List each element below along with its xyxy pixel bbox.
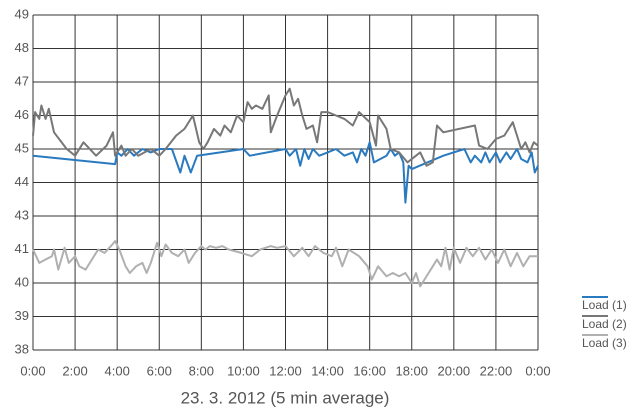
data-line (32, 87, 539, 167)
x-tick-label: 14:00 (311, 363, 344, 378)
y-tick-label: 47 (15, 73, 29, 88)
x-tick-label: 2:00 (62, 363, 87, 378)
data-line (32, 240, 538, 288)
x-tick-label: 0:00 (20, 363, 45, 378)
x-tick-label: 18:00 (395, 363, 428, 378)
x-tick-label: 10:00 (227, 363, 260, 378)
x-tick-label: 6:00 (147, 363, 172, 378)
x-tick-label: 22:00 (480, 363, 513, 378)
y-tick-label: 46 (15, 107, 29, 122)
x-tick-label: 16:00 (353, 363, 386, 378)
legend-label: Load (3) (582, 336, 627, 350)
x-tick-label: 12:00 (269, 363, 302, 378)
y-tick-label: 43 (15, 207, 29, 222)
y-tick-label: 48 (15, 40, 29, 55)
y-tick-label: 41 (15, 241, 29, 256)
data-line (32, 141, 539, 204)
x-tick-label: 0:00 (525, 363, 550, 378)
y-tick-label: 45 (15, 140, 29, 155)
legend-label: Load (1) (582, 298, 627, 312)
x-tick-label: 20:00 (438, 363, 471, 378)
y-tick-label: 44 (15, 174, 29, 189)
y-tick-label: 39 (15, 308, 29, 323)
y-tick-label: 49 (15, 6, 29, 21)
y-tick-label: 40 (15, 274, 29, 289)
y-tick-label: 38 (15, 341, 29, 356)
x-axis-title: 23. 3. 2012 (5 min average) (181, 388, 390, 407)
x-tick-label: 8:00 (189, 363, 214, 378)
legend-label: Load (2) (582, 317, 627, 331)
x-tick-label: 4:00 (105, 363, 130, 378)
